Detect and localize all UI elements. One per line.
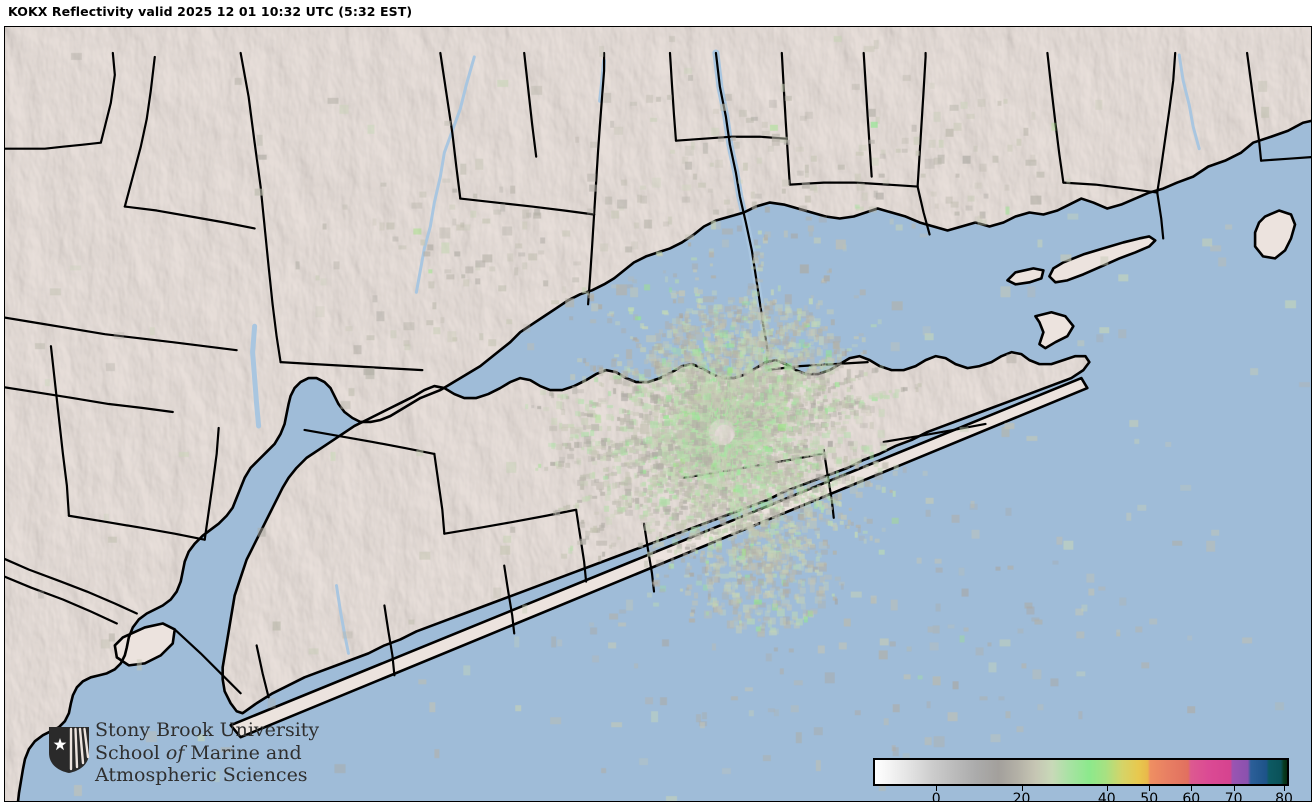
reflectivity-colorbar: 0 20 40 50 60 70 80: [873, 755, 1293, 802]
colorbar-tick-mark: [1284, 786, 1285, 791]
colorbar-tick-mark: [1233, 786, 1235, 791]
colorbar-tick-label: 0: [931, 791, 941, 802]
colorbar-tick-label: 80: [1275, 791, 1293, 802]
page-title: KOKX Reflectivity valid 2025 12 01 10:32…: [8, 4, 413, 19]
colorbar-tick-mark: [1191, 786, 1193, 791]
basemap-svg: [5, 27, 1311, 801]
colorbar-tick-label: 40: [1097, 791, 1116, 802]
radar-map[interactable]: Stony Brook University School of Marine …: [4, 26, 1312, 802]
colorbar-tick-label: 50: [1140, 791, 1159, 802]
colorbar-tick-label: 70: [1224, 791, 1243, 802]
colorbar-tick-mark: [1149, 786, 1151, 791]
colorbar-gradient-svg: [875, 760, 1287, 784]
colorbar-gradient: [873, 758, 1289, 786]
colorbar-tick-mark: [1021, 786, 1023, 791]
colorbar-tick-mark: [1106, 786, 1108, 791]
colorbar-tick-mark: [936, 786, 938, 791]
colorbar-tick-label: 60: [1182, 791, 1201, 802]
colorbar-tick-label: 20: [1012, 791, 1031, 802]
title-bar: KOKX Reflectivity valid 2025 12 01 10:32…: [0, 0, 1316, 26]
